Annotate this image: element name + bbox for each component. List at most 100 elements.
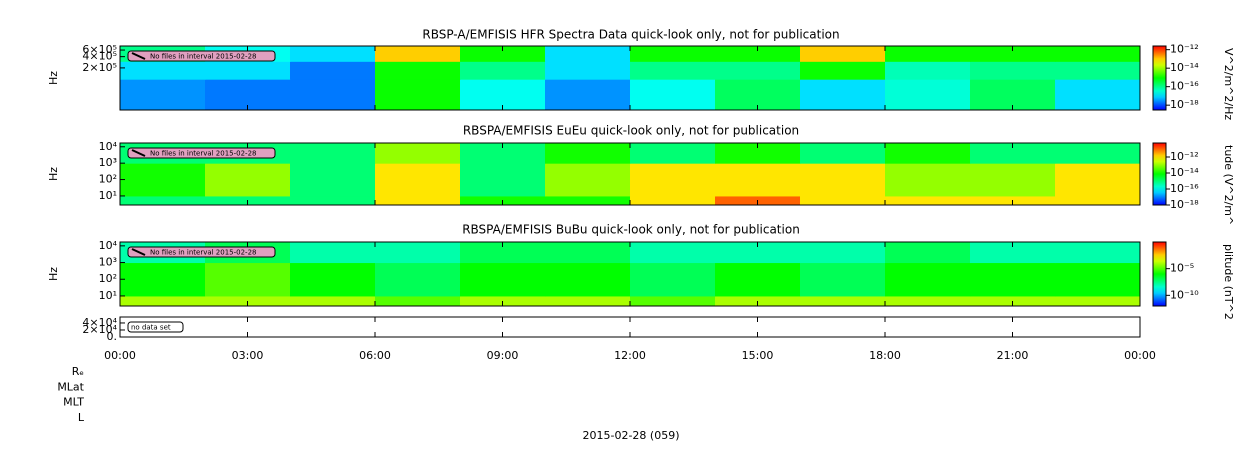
spectrogram-cell [885,143,971,164]
spectrogram-cell [545,61,631,80]
spectrogram-cell [545,46,631,62]
spectrogram-cell [460,242,546,264]
spectrogram-cell [120,262,206,297]
y-tick-label: 10¹ [99,289,117,302]
spectrogram-cell [630,262,716,297]
spectrogram-cell [885,195,971,206]
y-axis-label: Hz [47,71,60,85]
spectrogram-cell [630,79,716,111]
y-tick-label: 2×10⁵ [82,61,117,74]
spectrogram-cell [375,46,461,62]
spectrogram-cell [205,163,291,197]
spectrogram-cell [630,61,716,80]
spectrogram-cell [970,46,1056,62]
spectrogram-cell [885,46,971,62]
y-tick-label: 10³ [99,156,117,169]
spectrogram-cell [1055,295,1141,307]
y-tick-label: 10⁴ [99,239,118,252]
x-tick-label: 15:00 [742,349,774,362]
spectrogram-cell [800,195,886,206]
spectrogram-cell [375,143,461,164]
spectrogram-cell [375,79,461,111]
spectrogram-cell [885,242,971,264]
spectrogram-cell [375,242,461,264]
spectrogram-cell [375,262,461,297]
spectrogram-cell [290,46,376,62]
annotation-icon [131,52,146,60]
colorbar-tick-label: 10⁻¹⁸ [1170,98,1199,111]
spectrogram-cell [970,163,1056,197]
spectrogram-cell [715,262,801,297]
colorbar [1152,241,1167,307]
spectrogram-cell [630,295,716,307]
spectrogram-cell [630,163,716,197]
y-tick-label: 10⁴ [99,140,118,153]
y-tick-label: 4×10⁵ [82,50,117,63]
spectrogram-cell [1055,242,1141,264]
panel-title: RBSP-A/EMFISIS HFR Spectra Data quick-lo… [422,28,839,42]
spectrogram-cell [1055,262,1141,297]
y-tick-label: 0. [107,330,118,343]
spectrogram-cell [545,143,631,164]
spectrogram-cell [885,262,971,297]
spectrogram-cell [800,163,886,197]
colorbar-tick-label: 10⁻¹² [1170,43,1199,56]
spectrogram-cell [120,79,206,111]
spectrogram-cell [545,163,631,197]
spectrogram-cell [1055,195,1141,206]
y-tick-label: 10³ [99,256,117,269]
spectrogram-cell [290,143,376,164]
annotation-box [127,246,276,258]
spectrogram-cell [1055,143,1141,164]
spectrogram-cell [1055,61,1141,80]
panel-title: RBSPA/EMFISIS EuEu quick-look only, not … [463,124,799,138]
spectrogram-cell [1055,79,1141,111]
colorbar-label: plitude (nT^2 [1222,244,1235,320]
y-tick-label: 10¹ [99,189,117,202]
spectrogram-cell [290,295,376,307]
spectrogram-cell [970,262,1056,297]
spectrogram-cell [205,61,291,80]
annotation-text: No files in interval 2015-02-28 [150,53,256,61]
spectrogram-cell [630,143,716,164]
date-footer: 2015-02-28 (059) [582,429,679,442]
x-tick-label: 18:00 [869,349,901,362]
spectrogram-cell [715,242,801,264]
spectrogram-cell [545,295,631,307]
colorbar-tick-label: 10⁻¹⁸ [1170,198,1199,211]
x-tick-label: 03:00 [232,349,264,362]
ephemeris-label: Rₑ [72,365,84,378]
spectrogram-cell [800,242,886,264]
spectrogram-cell [290,242,376,264]
spectrogram-cell [120,61,206,80]
colorbar-tick-label: 10⁻¹⁴ [1170,61,1199,74]
spectrogram-cell [630,242,716,264]
spectrogram-cell [885,79,971,111]
spectrogram-cell [970,242,1056,264]
spectrogram-cell [460,46,546,62]
spectrogram-cell [1055,163,1141,197]
spectrogram-cell [460,143,546,164]
spectrogram-cell [800,143,886,164]
x-tick-label: 12:00 [614,349,646,362]
spectrogram-cell [715,163,801,197]
annotation-text: No files in interval 2015-02-28 [150,150,256,158]
spectrogram-cell [375,295,461,307]
colorbar-tick-label: 10⁻⁵ [1170,262,1194,275]
spectrogram-cell [205,262,291,297]
colorbar-tick-label: 10⁻¹⁴ [1170,166,1199,179]
spectrogram-cell [800,61,886,80]
annotation-text: No files in interval 2015-02-28 [150,249,256,257]
ephemeris-label: MLT [63,396,84,409]
spectrogram-cell [545,242,631,264]
spectrogram-cell [120,295,206,307]
ephemeris-label: L [78,411,85,424]
spectrogram-cell [375,195,461,206]
spectrogram-cell [290,163,376,197]
spectrogram-cell [715,61,801,80]
x-tick-label: 00:00 [1124,349,1156,362]
spectrogram-cell [630,195,716,206]
colorbar [1152,45,1167,111]
annotation-box [127,321,184,333]
x-tick-label: 00:00 [104,349,136,362]
